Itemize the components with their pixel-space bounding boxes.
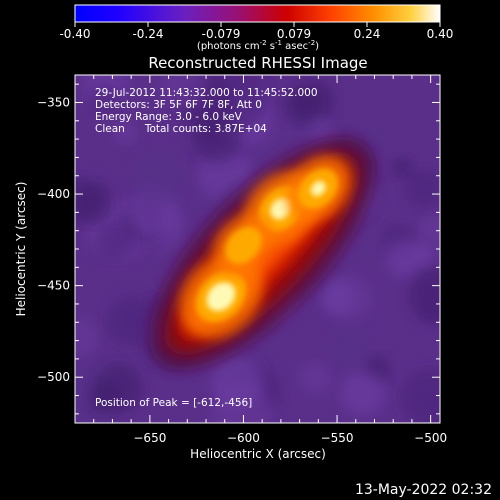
y-tick-label: −350 — [37, 95, 70, 109]
y-axis-ticks: −350 −400 −450 −500 — [37, 83, 440, 415]
y-tick-label: −500 — [37, 370, 70, 384]
noise-blob — [391, 156, 413, 178]
noise-blob — [399, 368, 440, 423]
noise-blob — [340, 371, 385, 416]
x-tick-label: −650 — [133, 431, 166, 445]
x-tick-label: −600 — [227, 431, 260, 445]
x-tick-label: −500 — [414, 431, 447, 445]
colorbar-tick-label: -0.079 — [202, 27, 241, 41]
colorbar — [75, 5, 440, 22]
noise-blob — [95, 222, 134, 261]
y-axis-label: Heliocentric Y (arcsec) — [14, 182, 28, 317]
colorbar-ticks — [74, 22, 441, 27]
noise-blob — [106, 295, 157, 347]
source-yellow — [225, 226, 262, 264]
source-core — [270, 197, 292, 220]
noise-blob — [327, 326, 371, 369]
noise-blob — [300, 362, 332, 393]
noise-blob — [419, 214, 440, 246]
noise-blob — [423, 290, 440, 318]
y-tick-label: −450 — [37, 279, 70, 293]
annotation-time: 29-Jul-2012 11:43:32.000 to 11:45:52.000 — [95, 87, 318, 99]
noise-blob — [94, 363, 144, 413]
noise-blob — [283, 86, 322, 124]
colorbar-units: (photons cm-2 s-1 asec-2) — [197, 39, 319, 52]
emission-sources — [149, 136, 375, 371]
noise-blob — [211, 356, 263, 408]
colorbar-tick-labels: -0.40 -0.24 -0.079 0.079 0.24 0.40 — [59, 27, 453, 41]
colorbar-frame — [74, 4, 441, 23]
source-core — [206, 282, 236, 312]
annotation-counts: Clean Total counts: 3.87E+04 — [95, 123, 267, 135]
noise-blob — [131, 150, 187, 206]
annotation-detectors: Detectors: 3F 5F 6F 7F 8F, Att 0 — [95, 99, 262, 111]
colorbar-tick-label: -0.40 — [59, 27, 90, 41]
x-tick-label: −550 — [321, 431, 354, 445]
annotation-energy: Energy Range: 3.0 - 6.0 keV — [95, 111, 243, 123]
colorbar-tick-label: 0.079 — [277, 27, 311, 41]
noise-blob — [192, 114, 242, 164]
heatmap-image — [75, 75, 440, 423]
noise-blob — [75, 183, 115, 224]
noise-blob — [91, 84, 120, 113]
noise-blob — [367, 122, 389, 145]
noise-blob — [414, 243, 436, 265]
noise-blob — [75, 318, 99, 359]
colorbar-tick-label: -0.24 — [132, 27, 163, 41]
colorbar-tick-label: 0.40 — [427, 27, 454, 41]
peak-position-label: Position of Peak = [-612,-456] — [95, 397, 252, 409]
x-axis-ticks: −650 −600 −550 −500 — [74, 75, 447, 445]
noise-blob — [320, 281, 353, 314]
noise-blob — [162, 75, 210, 109]
y-tick-label: −400 — [37, 187, 70, 201]
noise-blob — [386, 239, 425, 279]
noise-blob — [404, 168, 440, 208]
footer-date: 13-May-2022 02:32 — [354, 482, 492, 498]
source-core — [310, 181, 326, 197]
colorbar-tick-label: 0.24 — [354, 27, 381, 41]
x-axis-label: Heliocentric X (arcsec) — [190, 447, 326, 461]
chart-title: Reconstructed RHESSI Image — [148, 54, 367, 72]
noise-blob — [114, 122, 135, 143]
